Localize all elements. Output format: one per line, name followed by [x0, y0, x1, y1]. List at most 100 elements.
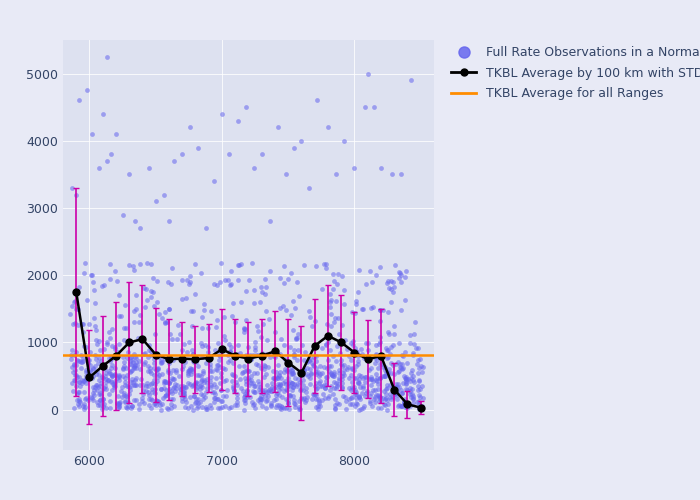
Point — [386, 395, 397, 403]
Point — [340, 404, 351, 412]
Point — [264, 386, 275, 394]
Point — [282, 275, 293, 283]
Point — [142, 382, 153, 390]
Point — [240, 316, 251, 324]
Point — [381, 385, 392, 393]
Point — [181, 398, 192, 406]
Point — [139, 349, 150, 357]
Point — [321, 376, 332, 384]
Point — [405, 392, 416, 400]
Point — [158, 394, 169, 402]
Point — [389, 330, 400, 338]
Point — [138, 350, 149, 358]
Point — [145, 292, 156, 300]
Point — [338, 300, 349, 308]
Point — [146, 380, 157, 388]
Point — [96, 362, 107, 370]
Point — [384, 393, 395, 401]
Point — [113, 372, 125, 380]
Point — [219, 402, 230, 410]
Point — [406, 76, 417, 84]
Point — [297, 376, 308, 384]
Point — [412, 368, 423, 376]
Point — [353, 288, 364, 296]
Point — [92, 386, 103, 394]
Point — [329, 395, 340, 403]
Point — [256, 332, 267, 340]
Point — [314, 382, 326, 390]
Point — [395, 170, 407, 178]
Point — [144, 164, 155, 172]
Point — [265, 401, 276, 409]
Point — [302, 370, 313, 378]
Point — [80, 374, 91, 382]
Point — [183, 280, 195, 287]
Point — [216, 110, 228, 118]
Point — [342, 365, 353, 373]
Point — [360, 103, 371, 111]
Point — [117, 211, 128, 219]
Point — [258, 361, 270, 369]
Point — [413, 377, 424, 385]
Point — [377, 364, 388, 372]
Point — [394, 269, 405, 277]
Point — [288, 297, 299, 305]
Point — [276, 334, 287, 342]
Point — [80, 376, 91, 384]
Point — [351, 346, 362, 354]
Point — [414, 398, 425, 406]
Point — [153, 352, 164, 360]
Point — [94, 389, 105, 397]
Point — [323, 392, 334, 400]
Point — [199, 300, 210, 308]
Point — [174, 372, 185, 380]
Point — [274, 370, 285, 378]
Point — [220, 336, 231, 344]
Point — [128, 396, 139, 404]
Point — [115, 398, 126, 406]
Point — [69, 376, 80, 384]
Point — [414, 385, 426, 393]
Point — [137, 390, 148, 398]
Point — [142, 362, 153, 370]
Point — [326, 310, 337, 318]
Point — [223, 340, 235, 347]
Point — [332, 314, 344, 322]
Point — [265, 398, 276, 406]
Point — [291, 380, 302, 388]
Point — [245, 356, 256, 364]
Point — [413, 386, 424, 394]
Point — [103, 354, 114, 362]
Point — [162, 278, 174, 286]
Point — [197, 376, 208, 384]
Point — [408, 352, 419, 360]
Point — [214, 352, 225, 360]
Point — [205, 373, 216, 381]
Point — [366, 278, 377, 285]
Point — [242, 388, 253, 396]
Point — [311, 352, 322, 360]
Point — [398, 399, 409, 407]
Point — [268, 374, 279, 382]
Point — [165, 394, 176, 402]
Point — [182, 369, 193, 377]
Point — [230, 401, 241, 409]
Point — [71, 362, 82, 370]
Point — [101, 157, 112, 165]
Point — [154, 310, 165, 318]
Point — [320, 264, 331, 272]
Point — [300, 398, 311, 406]
Point — [284, 392, 295, 400]
Point — [125, 360, 136, 368]
Point — [400, 378, 412, 386]
Point — [118, 324, 130, 332]
Point — [199, 392, 211, 400]
Point — [299, 356, 310, 364]
Point — [134, 260, 146, 268]
Point — [136, 397, 148, 405]
Point — [281, 360, 292, 368]
Point — [358, 354, 370, 362]
Point — [125, 378, 136, 386]
Point — [325, 362, 336, 370]
Point — [80, 372, 92, 380]
